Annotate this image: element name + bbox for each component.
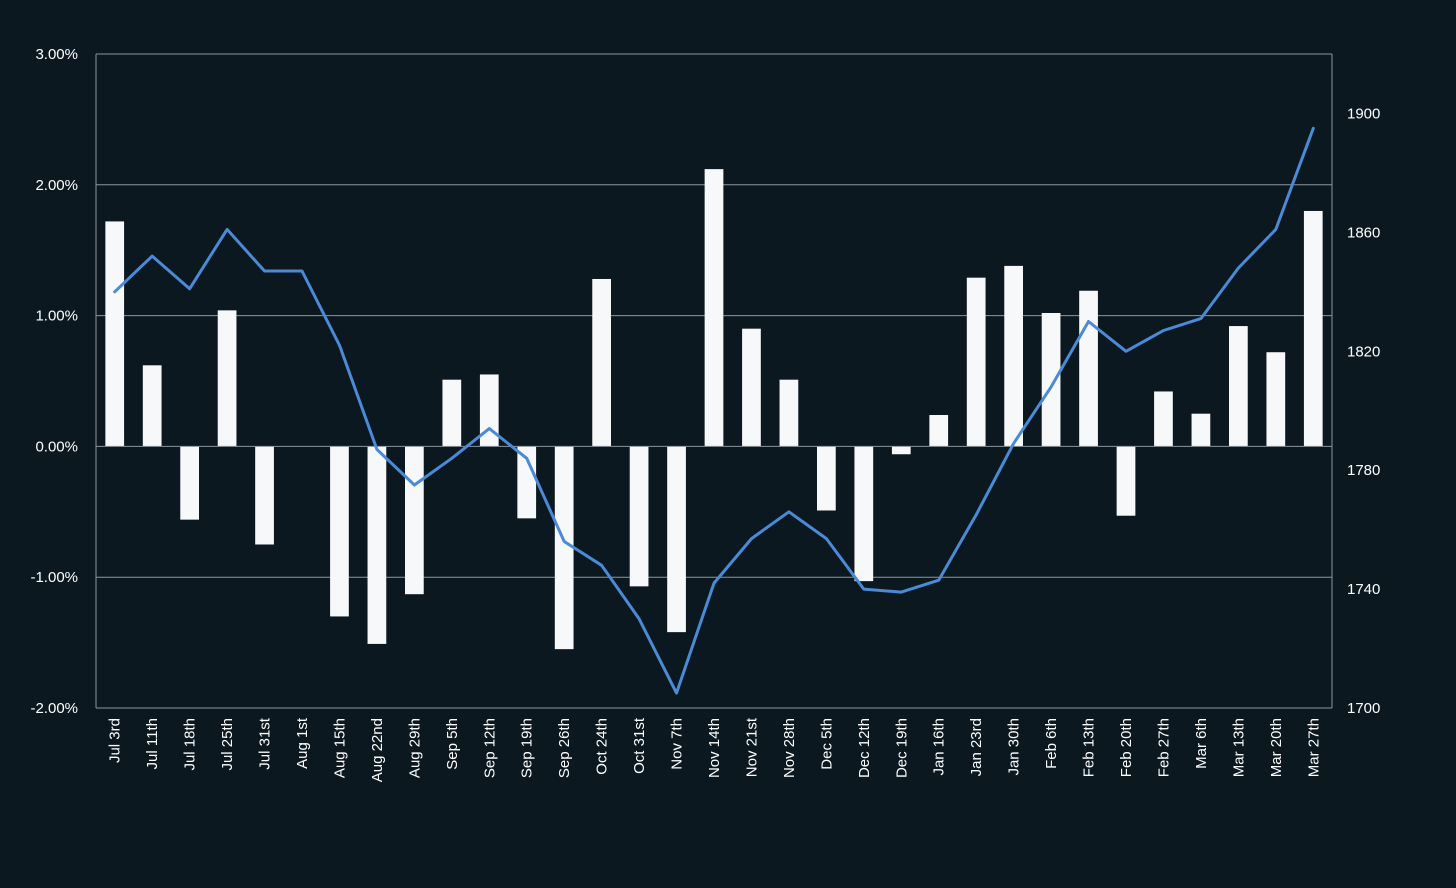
x-tick-label: Aug 15th <box>331 718 348 778</box>
y-right-tick-label: 1700 <box>1347 700 1380 717</box>
x-tick-label: Aug 22nd <box>369 718 386 782</box>
x-tick-label: Jan 23rd <box>968 718 985 776</box>
y-left-tick-label: 1.00% <box>35 308 78 325</box>
bar <box>667 446 686 632</box>
y-left-tick-label: 3.00% <box>35 46 78 63</box>
x-tick-label: Mar 20th <box>1268 718 1285 777</box>
x-tick-label: Feb 13th <box>1081 718 1098 777</box>
bar <box>405 446 424 594</box>
x-tick-label: Jul 3rd <box>107 718 124 763</box>
y-left-tick-label: 2.00% <box>35 177 78 194</box>
y-right-tick-label: 1780 <box>1347 462 1380 479</box>
bar <box>854 446 873 581</box>
x-tick-label: Dec 19th <box>893 718 910 778</box>
x-tick-label: Dec 12th <box>856 718 873 778</box>
x-tick-label: Oct 31st <box>631 717 648 774</box>
y-left-tick-label: -1.00% <box>30 569 78 586</box>
x-tick-label: Jul 25th <box>219 718 236 771</box>
bar <box>1004 266 1023 447</box>
bar <box>143 365 162 446</box>
x-tick-label: Sep 12th <box>481 718 498 778</box>
x-tick-label: Mar 6th <box>1193 718 1210 769</box>
y-left-tick-label: -2.00% <box>30 700 78 717</box>
x-tick-label: Jul 11th <box>144 718 161 769</box>
x-tick-label: Oct 24th <box>594 718 611 775</box>
y-right-tick-label: 1740 <box>1347 581 1380 598</box>
bar <box>630 446 649 586</box>
x-tick-label: Jul 18th <box>182 718 199 771</box>
bar <box>817 446 836 510</box>
x-tick-label: Mar 13th <box>1230 718 1247 777</box>
x-tick-label: Jul 31st <box>257 717 274 770</box>
bar <box>218 310 237 446</box>
bar <box>1117 446 1136 515</box>
x-tick-label: Aug 29th <box>406 718 423 778</box>
bar <box>967 278 986 447</box>
bar <box>929 415 948 446</box>
x-tick-label: Nov 14th <box>706 718 723 778</box>
x-tick-label: Sep 26th <box>556 718 573 778</box>
bar <box>1154 391 1173 446</box>
x-tick-label: Mar 27th <box>1305 718 1322 777</box>
bar <box>555 446 574 649</box>
bar <box>1079 291 1098 447</box>
x-tick-label: Dec 5th <box>818 718 835 770</box>
bar <box>105 221 124 446</box>
x-tick-label: Nov 21st <box>743 717 760 777</box>
y-right-tick-label: 1820 <box>1347 343 1380 360</box>
bar <box>892 446 911 454</box>
bar <box>705 169 724 446</box>
bar <box>742 329 761 447</box>
bar <box>1042 313 1061 446</box>
x-tick-label: Feb 20th <box>1118 718 1135 777</box>
x-tick-label: Sep 19th <box>519 718 536 778</box>
bar <box>1266 352 1285 446</box>
x-tick-label: Jan 16th <box>931 718 948 776</box>
x-tick-label: Aug 1st <box>294 717 311 769</box>
bar <box>180 446 199 519</box>
x-tick-label: Feb 6th <box>1043 718 1060 769</box>
x-tick-label: Jan 30th <box>1006 718 1023 776</box>
bar <box>780 380 799 447</box>
bar <box>1304 211 1323 446</box>
bar <box>442 380 461 447</box>
y-right-tick-label: 1900 <box>1347 105 1380 122</box>
bar <box>255 446 274 544</box>
bar <box>368 446 387 644</box>
bar <box>592 279 611 446</box>
bar <box>1229 326 1248 446</box>
bar <box>330 446 349 616</box>
y-right-tick-label: 1860 <box>1347 224 1380 241</box>
bar <box>1192 414 1211 447</box>
x-tick-label: Sep 5th <box>444 718 461 770</box>
x-tick-label: Feb 27th <box>1155 718 1172 777</box>
x-tick-label: Nov 7th <box>669 718 686 770</box>
x-tick-label: Nov 28th <box>781 718 798 778</box>
y-left-tick-label: 0.00% <box>35 438 78 455</box>
